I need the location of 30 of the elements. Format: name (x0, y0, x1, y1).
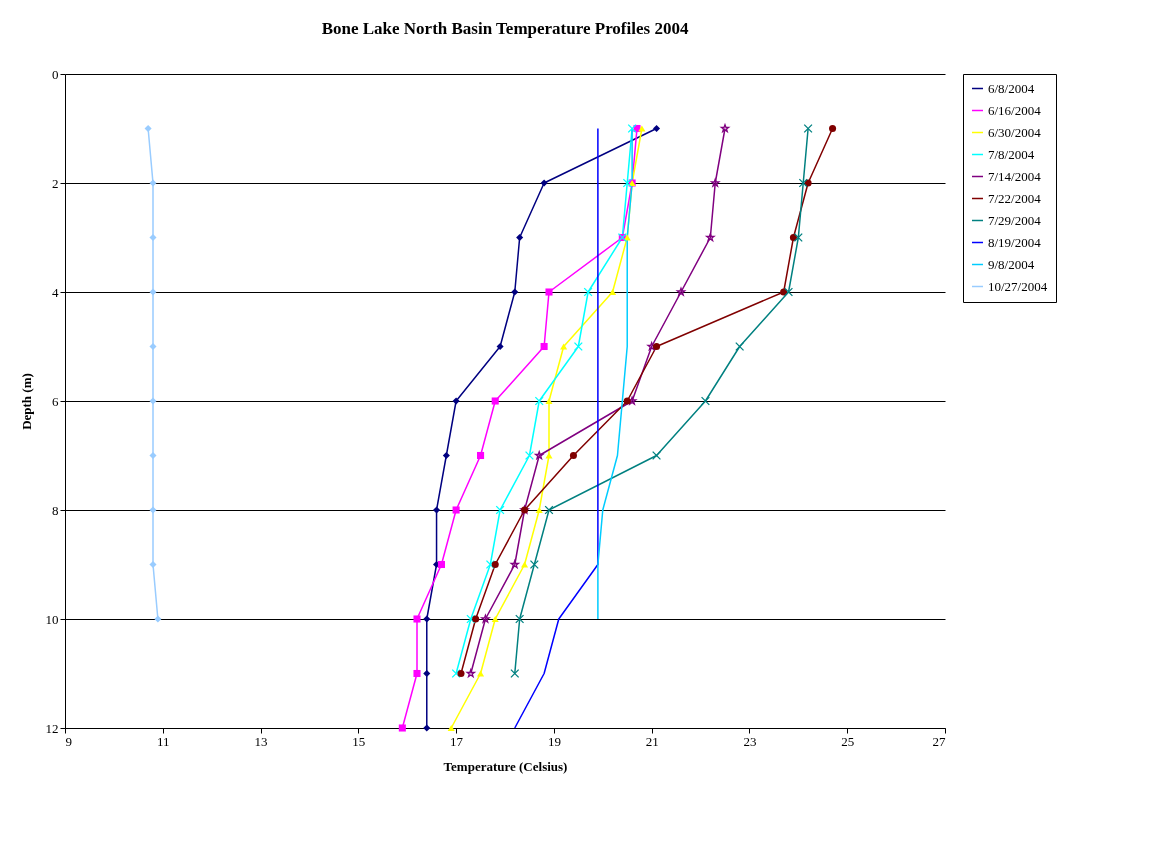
x-tick-label: 15 (352, 733, 366, 749)
x-tick-label: 17 (450, 733, 464, 749)
legend-label: 6/16/2004 (988, 102, 1042, 118)
x-tick-label: 9 (65, 733, 72, 749)
y-tick-label: 10 (45, 611, 59, 627)
legend-label: 9/8/2004 (988, 256, 1035, 272)
legend-label: 7/14/2004 (988, 168, 1042, 184)
legend-label: 6/8/2004 (988, 80, 1035, 96)
legend-label: 7/29/2004 (988, 212, 1042, 228)
x-tick-label: 13 (254, 733, 268, 749)
x-tick-label: 23 (743, 733, 757, 749)
legend-label: 7/8/2004 (988, 146, 1035, 162)
y-tick-label: 8 (52, 502, 59, 518)
x-axis-title: Temperature (Celsius) (443, 758, 568, 774)
y-tick-label: 0 (52, 66, 59, 82)
x-tick-label: 25 (841, 733, 855, 749)
x-tick-label: 19 (547, 733, 561, 749)
legend-label: 6/30/2004 (988, 124, 1042, 140)
x-tick-label: 27 (932, 733, 946, 749)
x-tick-label: 11 (157, 733, 170, 749)
y-tick-label: 2 (52, 175, 59, 191)
y-tick-label: 12 (45, 720, 59, 736)
legend-label: 8/19/2004 (988, 234, 1042, 250)
y-axis-title: Depth (m) (18, 373, 34, 430)
y-tick-label: 6 (52, 393, 59, 409)
y-tick-label: 4 (52, 284, 59, 300)
x-tick-label: 21 (645, 733, 659, 749)
chart-title: Bone Lake North Basin Temperature Profiles 2004 (321, 19, 689, 38)
legend-label: 7/22/2004 (988, 190, 1042, 206)
legend-label: 10/27/2004 (988, 278, 1048, 294)
